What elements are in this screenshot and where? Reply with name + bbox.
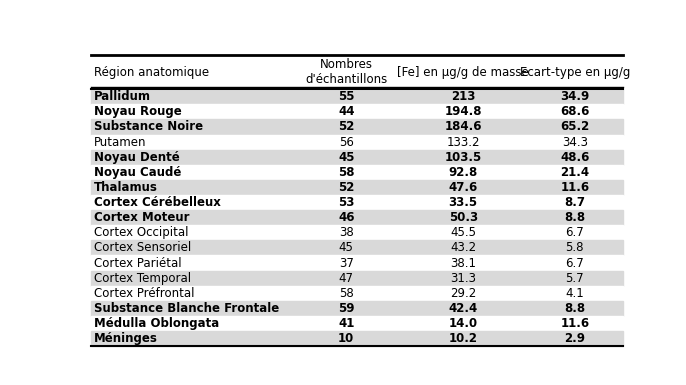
Text: 41: 41 bbox=[338, 317, 355, 330]
Text: Ecart-type en μg/g: Ecart-type en μg/g bbox=[520, 65, 630, 79]
Text: 45: 45 bbox=[339, 241, 354, 254]
Text: Substance Blanche Frontale: Substance Blanche Frontale bbox=[94, 302, 279, 315]
Text: Cortex Préfrontal: Cortex Préfrontal bbox=[94, 287, 194, 300]
Text: Cortex Cérébelleux: Cortex Cérébelleux bbox=[94, 196, 221, 209]
Bar bbox=[91, 316, 623, 331]
Text: 11.6: 11.6 bbox=[560, 317, 589, 330]
Bar bbox=[91, 119, 623, 134]
Text: 8.8: 8.8 bbox=[565, 302, 585, 315]
Text: [Fe] en μg/g de masse: [Fe] en μg/g de masse bbox=[397, 65, 529, 79]
Bar bbox=[91, 256, 623, 271]
Text: Méninges: Méninges bbox=[94, 332, 158, 345]
Bar bbox=[91, 331, 623, 346]
Text: 14.0: 14.0 bbox=[449, 317, 477, 330]
Text: Cortex Pariétal: Cortex Pariétal bbox=[94, 256, 181, 270]
Text: 21.4: 21.4 bbox=[560, 166, 589, 179]
Text: 68.6: 68.6 bbox=[560, 105, 589, 118]
Bar bbox=[91, 165, 623, 180]
Text: 50.3: 50.3 bbox=[449, 211, 477, 224]
Text: 44: 44 bbox=[338, 105, 355, 118]
Text: 10: 10 bbox=[338, 332, 355, 345]
Text: Noyau Rouge: Noyau Rouge bbox=[94, 105, 182, 118]
Text: Médulla Oblongata: Médulla Oblongata bbox=[94, 317, 219, 330]
Text: 56: 56 bbox=[339, 136, 354, 149]
Bar bbox=[91, 180, 623, 195]
Text: 33.5: 33.5 bbox=[449, 196, 477, 209]
Text: 103.5: 103.5 bbox=[445, 151, 482, 164]
Text: 2.9: 2.9 bbox=[565, 332, 585, 345]
Bar bbox=[91, 301, 623, 316]
Bar bbox=[91, 210, 623, 225]
Text: 53: 53 bbox=[338, 196, 355, 209]
Bar bbox=[91, 271, 623, 286]
Text: 52: 52 bbox=[338, 181, 355, 194]
Text: Région anatomique: Région anatomique bbox=[94, 65, 209, 79]
Text: 5.7: 5.7 bbox=[565, 272, 584, 285]
Text: 34.9: 34.9 bbox=[560, 90, 589, 103]
Bar bbox=[91, 150, 623, 165]
Text: 58: 58 bbox=[338, 166, 355, 179]
Text: 47: 47 bbox=[339, 272, 354, 285]
Text: 92.8: 92.8 bbox=[449, 166, 478, 179]
Text: 8.8: 8.8 bbox=[565, 211, 585, 224]
Text: 6.7: 6.7 bbox=[565, 256, 584, 270]
Text: 184.6: 184.6 bbox=[445, 121, 482, 134]
Text: Cortex Occipital: Cortex Occipital bbox=[94, 226, 188, 239]
Text: Thalamus: Thalamus bbox=[94, 181, 158, 194]
Text: 34.3: 34.3 bbox=[562, 136, 588, 149]
Text: 5.8: 5.8 bbox=[566, 241, 584, 254]
Text: 47.6: 47.6 bbox=[449, 181, 478, 194]
Text: 11.6: 11.6 bbox=[560, 181, 589, 194]
Text: 194.8: 194.8 bbox=[445, 105, 482, 118]
Bar bbox=[91, 134, 623, 150]
Text: Putamen: Putamen bbox=[94, 136, 146, 149]
Text: 45.5: 45.5 bbox=[450, 226, 476, 239]
Text: 45: 45 bbox=[338, 151, 355, 164]
Text: 48.6: 48.6 bbox=[560, 151, 589, 164]
Bar bbox=[91, 89, 623, 104]
Bar bbox=[91, 195, 623, 210]
Text: 10.2: 10.2 bbox=[449, 332, 477, 345]
Bar bbox=[91, 55, 623, 89]
Text: 133.2: 133.2 bbox=[447, 136, 480, 149]
Text: Cortex Moteur: Cortex Moteur bbox=[94, 211, 189, 224]
Bar bbox=[91, 240, 623, 256]
Text: Cortex Temporal: Cortex Temporal bbox=[94, 272, 191, 285]
Text: Pallidum: Pallidum bbox=[94, 90, 151, 103]
Text: 52: 52 bbox=[338, 121, 355, 134]
Text: 42.4: 42.4 bbox=[449, 302, 478, 315]
Bar bbox=[91, 104, 623, 119]
Text: 29.2: 29.2 bbox=[450, 287, 476, 300]
Bar bbox=[91, 225, 623, 240]
Text: 213: 213 bbox=[451, 90, 475, 103]
Text: 65.2: 65.2 bbox=[560, 121, 589, 134]
Text: Noyau Denté: Noyau Denté bbox=[94, 151, 180, 164]
Text: 38.1: 38.1 bbox=[450, 256, 476, 270]
Text: 4.1: 4.1 bbox=[565, 287, 584, 300]
Text: 31.3: 31.3 bbox=[450, 272, 476, 285]
Bar bbox=[91, 286, 623, 301]
Text: 58: 58 bbox=[339, 287, 354, 300]
Text: Cortex Sensoriel: Cortex Sensoriel bbox=[94, 241, 191, 254]
Text: Nombres
d'échantillons: Nombres d'échantillons bbox=[305, 58, 388, 86]
Text: Noyau Caudé: Noyau Caudé bbox=[94, 166, 181, 179]
Text: 43.2: 43.2 bbox=[450, 241, 476, 254]
Text: 37: 37 bbox=[339, 256, 354, 270]
Text: 55: 55 bbox=[338, 90, 355, 103]
Text: 38: 38 bbox=[339, 226, 354, 239]
Text: 59: 59 bbox=[338, 302, 355, 315]
Text: 6.7: 6.7 bbox=[565, 226, 584, 239]
Text: 46: 46 bbox=[338, 211, 355, 224]
Text: 8.7: 8.7 bbox=[565, 196, 585, 209]
Text: Substance Noire: Substance Noire bbox=[94, 121, 203, 134]
